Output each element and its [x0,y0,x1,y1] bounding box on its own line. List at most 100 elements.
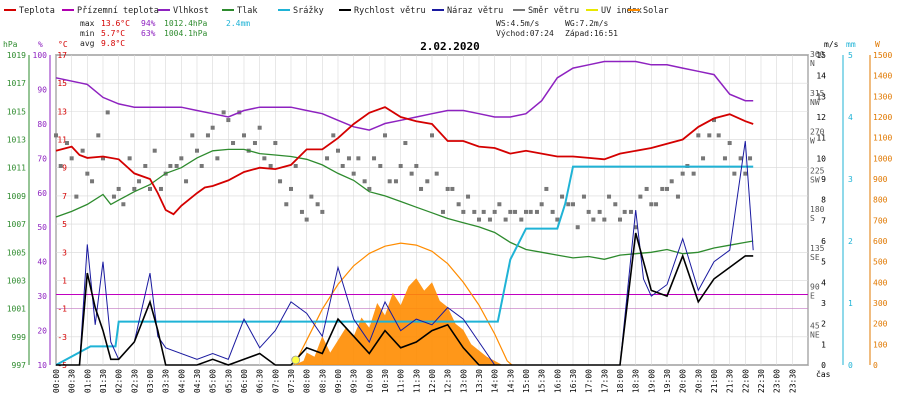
ms-tick: 7 [821,216,826,225]
hpa-tick: 1017 [7,79,26,88]
wind-dir-point [80,148,85,153]
wind-dir-point [231,141,236,146]
wind-dir-point [492,209,497,214]
wind-dir-point [618,217,622,222]
x-tick: 19:00 [647,369,656,393]
w-unit: W [875,40,880,49]
wind-dir-point [309,194,314,199]
stat-max-hum: 94% [141,19,156,28]
ms-tick: 0 [821,361,826,370]
legend-label: Vlhkost [173,6,209,16]
x-tick: 15:30 [538,369,547,393]
stat-min-label: min [80,29,95,38]
x-tick: 17:00 [585,369,594,393]
wind-dir-point [524,209,528,214]
dir-tick-label: E [810,292,815,301]
dir-tick: 180 [810,205,825,214]
w-tick: 1300 [873,92,892,101]
stat-max-rain: 2.4mm [226,19,250,28]
wind-dir-point [362,179,367,184]
wind-dir-point [503,217,508,222]
w-tick: 800 [873,196,888,205]
x-tick: 14:00 [491,369,500,393]
plot-area [54,60,754,366]
temp-tick: 9 [62,164,67,173]
wind-dir-point [372,156,377,161]
wind-dir-point [85,171,90,176]
wind-dir-point [633,225,638,230]
temp-tick: 3 [62,248,67,257]
wind-dir-point [472,209,477,214]
x-tick: 21:00 [710,369,719,393]
wind-speed-line [56,232,754,366]
wind-dir-point [315,202,320,207]
wind-dir-point [597,209,602,214]
wind-dir-point [748,156,753,161]
wind-dir-point [560,194,565,199]
wind-dir-point [148,186,152,191]
x-tick: 09:30 [350,369,359,393]
temp-unit: °C [58,40,68,49]
wind-dir-point [215,156,220,161]
w-tick: 1400 [873,72,892,81]
w-tick: 1000 [873,154,892,163]
wind-dir-point [607,194,612,199]
wind-dir-point [346,156,351,161]
x-tick: 12:00 [428,369,437,393]
wind-dir-point [387,179,392,184]
wind-dir-point [111,194,116,199]
pct-tick: 10 [37,361,47,370]
wind-dir-point [351,171,356,176]
wind-dir-point [425,179,430,184]
wind-dir-point [669,179,674,184]
wind-dir-point [179,156,184,161]
x-tick: 04:00 [177,369,186,393]
temp-tick: 17 [57,51,67,60]
x-tick: 05:00 [209,369,218,393]
wind-dir-point [262,156,267,161]
ms-tick: 1 [821,340,826,349]
x-tick: 13:30 [475,369,484,393]
x-tick: 02:30 [130,369,139,393]
x-tick: 10:00 [365,369,374,393]
stat-max-press: 1012.4hPa [164,19,208,28]
wind-dir-point [268,163,273,168]
ms-tick: 11 [816,134,826,143]
w-tick: 400 [873,278,888,287]
temp-tick: 1 [62,276,67,285]
wind-dir-point [638,194,643,199]
wind-dir-point [116,186,121,191]
temp-tick: -1 [57,305,67,314]
hpa-tick: 1003 [7,276,26,285]
wind-dir-point [320,209,325,214]
mm-tick: 4 [848,113,853,122]
ms-tick: 15 [816,51,826,60]
wind-dir-point [121,202,126,207]
pct-tick: 80 [37,120,47,129]
pct-tick: 50 [37,223,47,232]
x-tick: 09:00 [334,369,343,393]
mm-tick: 5 [848,51,853,60]
wind-dir-point [378,163,383,168]
wind-dir-point [64,141,69,146]
solar-max-line [293,242,513,366]
wind-dir-point [284,202,289,207]
wind-dir-point [54,133,58,138]
wind-dir-point [331,133,336,138]
hpa-tick: 1009 [7,192,26,201]
temp-tick: 7 [62,192,67,201]
wind-dir-point [210,125,215,130]
w-tick: 300 [873,299,888,308]
x-tick: 00:30 [68,369,77,393]
x-tick: 20:30 [694,369,703,393]
x-tick: 05:30 [224,369,233,393]
wind-dir-point [74,194,79,199]
wind-dir-point [257,125,262,130]
x-tick: 02:00 [115,369,124,393]
wind-dir-point [732,171,737,176]
wind-dir-point [190,133,195,138]
mm-tick: 0 [848,361,853,370]
wind-dir-point [168,163,173,168]
stat-avg-temp: 9.8°C [101,39,125,48]
